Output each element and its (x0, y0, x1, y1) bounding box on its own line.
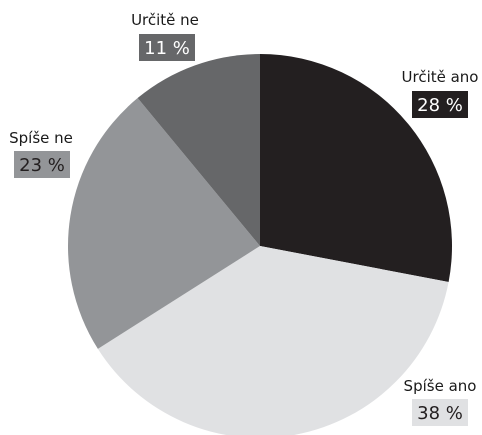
pie-slice-spise-ano (97, 246, 449, 435)
slice-label-spise-ano: Spíše ano (404, 377, 477, 395)
slice-label-group-urcite-ne: Určitě ne 11 % (131, 11, 199, 61)
slice-label-group-urcite-ano: Určitě ano 28 % (402, 68, 479, 118)
pie-slices (67, 54, 453, 435)
pie-slice-spise-ne (67, 98, 260, 349)
slice-value-box-spise-ne (14, 151, 70, 178)
slice-label-spise-ne: Spíše ne (9, 129, 73, 147)
pie-slice-urcite-ano (260, 54, 453, 282)
slice-label-group-spise-ano: Spíše ano 38 % (404, 377, 477, 426)
slice-value-spise-ne: 23 % (19, 155, 65, 176)
slice-label-urcite-ne: Určitě ne (131, 11, 199, 29)
slice-value-box-spise-ano (412, 399, 468, 426)
slice-value-urcite-ano: 28 % (417, 95, 463, 116)
slice-value-spise-ano: 38 % (417, 403, 463, 424)
slice-label-urcite-ano: Určitě ano (402, 68, 479, 86)
pie-slice-urcite-ne (137, 54, 260, 246)
slice-value-box-urcite-ano (412, 91, 468, 118)
slice-value-urcite-ne: 11 % (144, 38, 190, 59)
slice-label-group-spise-ne: Spíše ne 23 % (9, 129, 73, 178)
slice-value-box-urcite-ne (139, 34, 195, 61)
